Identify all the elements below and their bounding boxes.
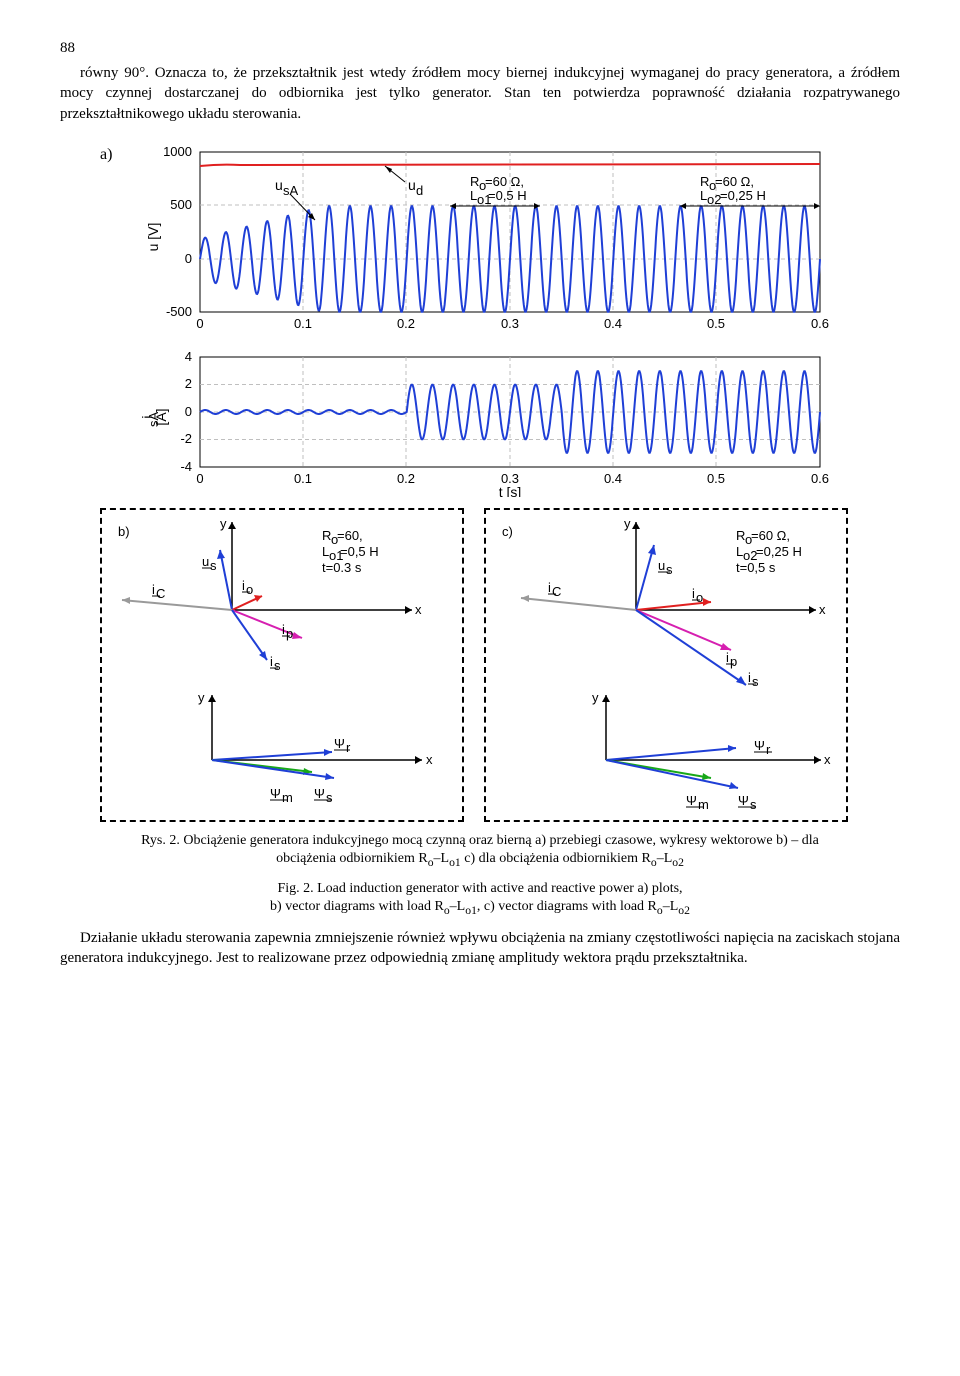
- svg-text:x: x: [415, 602, 422, 617]
- svg-text:0: 0: [185, 404, 192, 419]
- svg-text:0.1: 0.1: [294, 471, 312, 486]
- svg-text:C: C: [552, 584, 561, 599]
- svg-text:0.2: 0.2: [397, 471, 415, 486]
- svg-text:R: R: [700, 174, 709, 189]
- svg-text:0.5: 0.5: [707, 316, 725, 331]
- svg-text:s: s: [750, 797, 757, 812]
- svg-text:s: s: [210, 558, 217, 573]
- svg-text:i: i: [548, 580, 551, 595]
- svg-text:y: y: [198, 690, 205, 705]
- svg-text:s: s: [752, 674, 759, 689]
- svg-text:=60 Ω,: =60 Ω,: [715, 174, 754, 189]
- svg-text:0.3: 0.3: [501, 316, 519, 331]
- vector-diagram-c: c) y x Ro=60 Ω, Lo2=0,25 H t=0,5 s us: [484, 508, 848, 822]
- svg-text:R: R: [736, 528, 745, 543]
- svg-text:m: m: [282, 790, 293, 805]
- svg-text:x: x: [824, 752, 831, 767]
- svg-text:i: i: [748, 670, 751, 685]
- subfig-c-label: c): [502, 524, 513, 539]
- svg-text:Ψ: Ψ: [270, 786, 281, 801]
- svg-text:-4: -4: [180, 459, 192, 474]
- svg-text:0.4: 0.4: [604, 471, 622, 486]
- svg-text:0.6: 0.6: [811, 471, 829, 486]
- svg-text:sA: sA: [283, 183, 299, 198]
- svg-text:1000: 1000: [163, 144, 192, 159]
- svg-text:i: i: [242, 578, 245, 593]
- svg-text:=0,25 H: =0,25 H: [756, 544, 802, 559]
- svg-text:o: o: [246, 582, 253, 597]
- svg-text:0.6: 0.6: [811, 316, 829, 331]
- svg-text:s: s: [274, 658, 281, 673]
- svg-text:=60,: =60,: [337, 528, 363, 543]
- svg-text:0.4: 0.4: [604, 316, 622, 331]
- svg-text:0: 0: [185, 251, 192, 266]
- svg-text:500: 500: [170, 197, 192, 212]
- figure-caption-en: Fig. 2. Load induction generator with ac…: [140, 880, 820, 918]
- svg-text:t=0,5 s: t=0,5 s: [736, 560, 776, 575]
- svg-text:=60 Ω,: =60 Ω,: [485, 174, 524, 189]
- svg-text:u: u: [658, 558, 665, 573]
- svg-text:y: y: [220, 516, 227, 531]
- svg-text:o: o: [696, 590, 703, 605]
- paragraph-1: równy 90°. Oznacza to, że przekształtnik…: [60, 63, 900, 124]
- svg-text:0.1: 0.1: [294, 316, 312, 331]
- svg-text:C: C: [156, 586, 165, 601]
- svg-text:Ψ: Ψ: [738, 793, 749, 808]
- svg-text:0: 0: [196, 471, 203, 486]
- subfig-a-label: a): [100, 142, 140, 164]
- svg-text:4: 4: [185, 349, 192, 364]
- subfig-b-label: b): [118, 524, 130, 539]
- svg-text:R: R: [470, 174, 479, 189]
- svg-text:0: 0: [196, 316, 203, 331]
- paragraph-2: Działanie układu sterowania zapewnia zmn…: [60, 928, 900, 969]
- svg-text:=0,5 H: =0,5 H: [340, 544, 379, 559]
- svg-text:s: s: [666, 562, 673, 577]
- svg-text:u: u: [202, 554, 209, 569]
- chart-a-voltage: 1000 500 0 -500 u [V] u sA u d Ro=60 Ω, …: [140, 142, 840, 342]
- svg-text:y: y: [624, 516, 631, 531]
- svg-text:u [V]: u [V]: [145, 222, 161, 251]
- svg-text:2: 2: [185, 376, 192, 391]
- svg-text:-2: -2: [180, 431, 192, 446]
- svg-text:i: i: [270, 654, 273, 669]
- figure-caption-pl: Rys. 2. Obciążenie generatora indukcyjne…: [140, 832, 820, 870]
- svg-text:r: r: [346, 740, 351, 755]
- svg-text:p: p: [730, 654, 737, 669]
- svg-text:[A]: [A]: [153, 408, 169, 425]
- page-number: 88: [60, 40, 900, 57]
- svg-text:R: R: [322, 528, 331, 543]
- svg-text:Ψ: Ψ: [686, 793, 697, 808]
- svg-text:y: y: [592, 690, 599, 705]
- svg-text:x: x: [426, 752, 433, 767]
- svg-text:i: i: [282, 622, 285, 637]
- svg-text:=60 Ω,: =60 Ω,: [751, 528, 790, 543]
- svg-text:u: u: [408, 177, 416, 193]
- svg-text:u: u: [275, 177, 283, 193]
- svg-text:Ψ: Ψ: [754, 738, 765, 753]
- svg-text:d: d: [416, 183, 423, 198]
- svg-text:Ψ: Ψ: [334, 736, 345, 751]
- svg-text:i: i: [692, 586, 695, 601]
- svg-text:Ψ: Ψ: [314, 786, 325, 801]
- svg-text:0.5: 0.5: [707, 471, 725, 486]
- chart-a-current: 4 2 0 -2 -4 i sA [A] 0 0.1 0.2 0.3 0.4 0…: [140, 347, 840, 497]
- svg-text:-500: -500: [166, 304, 192, 319]
- svg-text:p: p: [286, 626, 293, 641]
- svg-text:s: s: [326, 790, 333, 805]
- svg-text:i: i: [726, 650, 729, 665]
- svg-text:m: m: [698, 797, 709, 812]
- figure-2: a) 1000 500 0: [100, 142, 860, 918]
- svg-text:x: x: [819, 602, 826, 617]
- svg-text:0.2: 0.2: [397, 316, 415, 331]
- svg-text:i: i: [152, 582, 155, 597]
- vector-diagram-b: b) y x Ro=60, Lo1=0,5 H t=0.3 s us: [100, 508, 464, 822]
- svg-text:t [s]: t [s]: [499, 484, 522, 497]
- svg-text:r: r: [766, 742, 771, 757]
- svg-text:t=0.3 s: t=0.3 s: [322, 560, 362, 575]
- svg-text:=0,5 H: =0,5 H: [488, 188, 527, 203]
- svg-text:=0,25 H: =0,25 H: [720, 188, 766, 203]
